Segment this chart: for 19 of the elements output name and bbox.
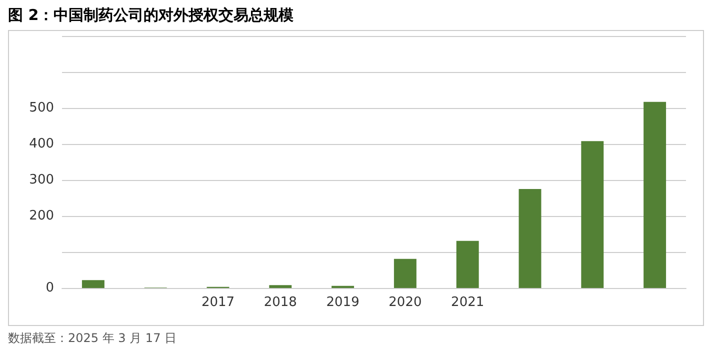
y-tick-label: 300 bbox=[29, 172, 54, 188]
text: 数据截至：2025 年 3 月 17 日 bbox=[8, 330, 177, 347]
bar bbox=[456, 240, 479, 288]
bar bbox=[644, 102, 666, 288]
chart-title: 图 2：中国制药公司的对外授权交易总规模 bbox=[8, 6, 294, 25]
y-tick-label: 500 bbox=[29, 100, 54, 116]
bar bbox=[581, 141, 604, 288]
y-tick-label: 0 bbox=[46, 280, 54, 296]
bar bbox=[269, 285, 292, 288]
y-tick-label: 400 bbox=[29, 136, 54, 152]
bar bbox=[394, 258, 416, 288]
bar bbox=[82, 280, 104, 288]
bar bbox=[518, 189, 542, 288]
x-tick-label: 2021 bbox=[451, 295, 484, 310]
y-tick-label: 200 bbox=[29, 208, 54, 224]
x-tick-label: 2018 bbox=[264, 295, 297, 310]
x-tick-label: 2017 bbox=[201, 295, 235, 310]
x-tick-label: 2020 bbox=[388, 295, 422, 310]
x-tick-label: 2019 bbox=[326, 295, 360, 310]
